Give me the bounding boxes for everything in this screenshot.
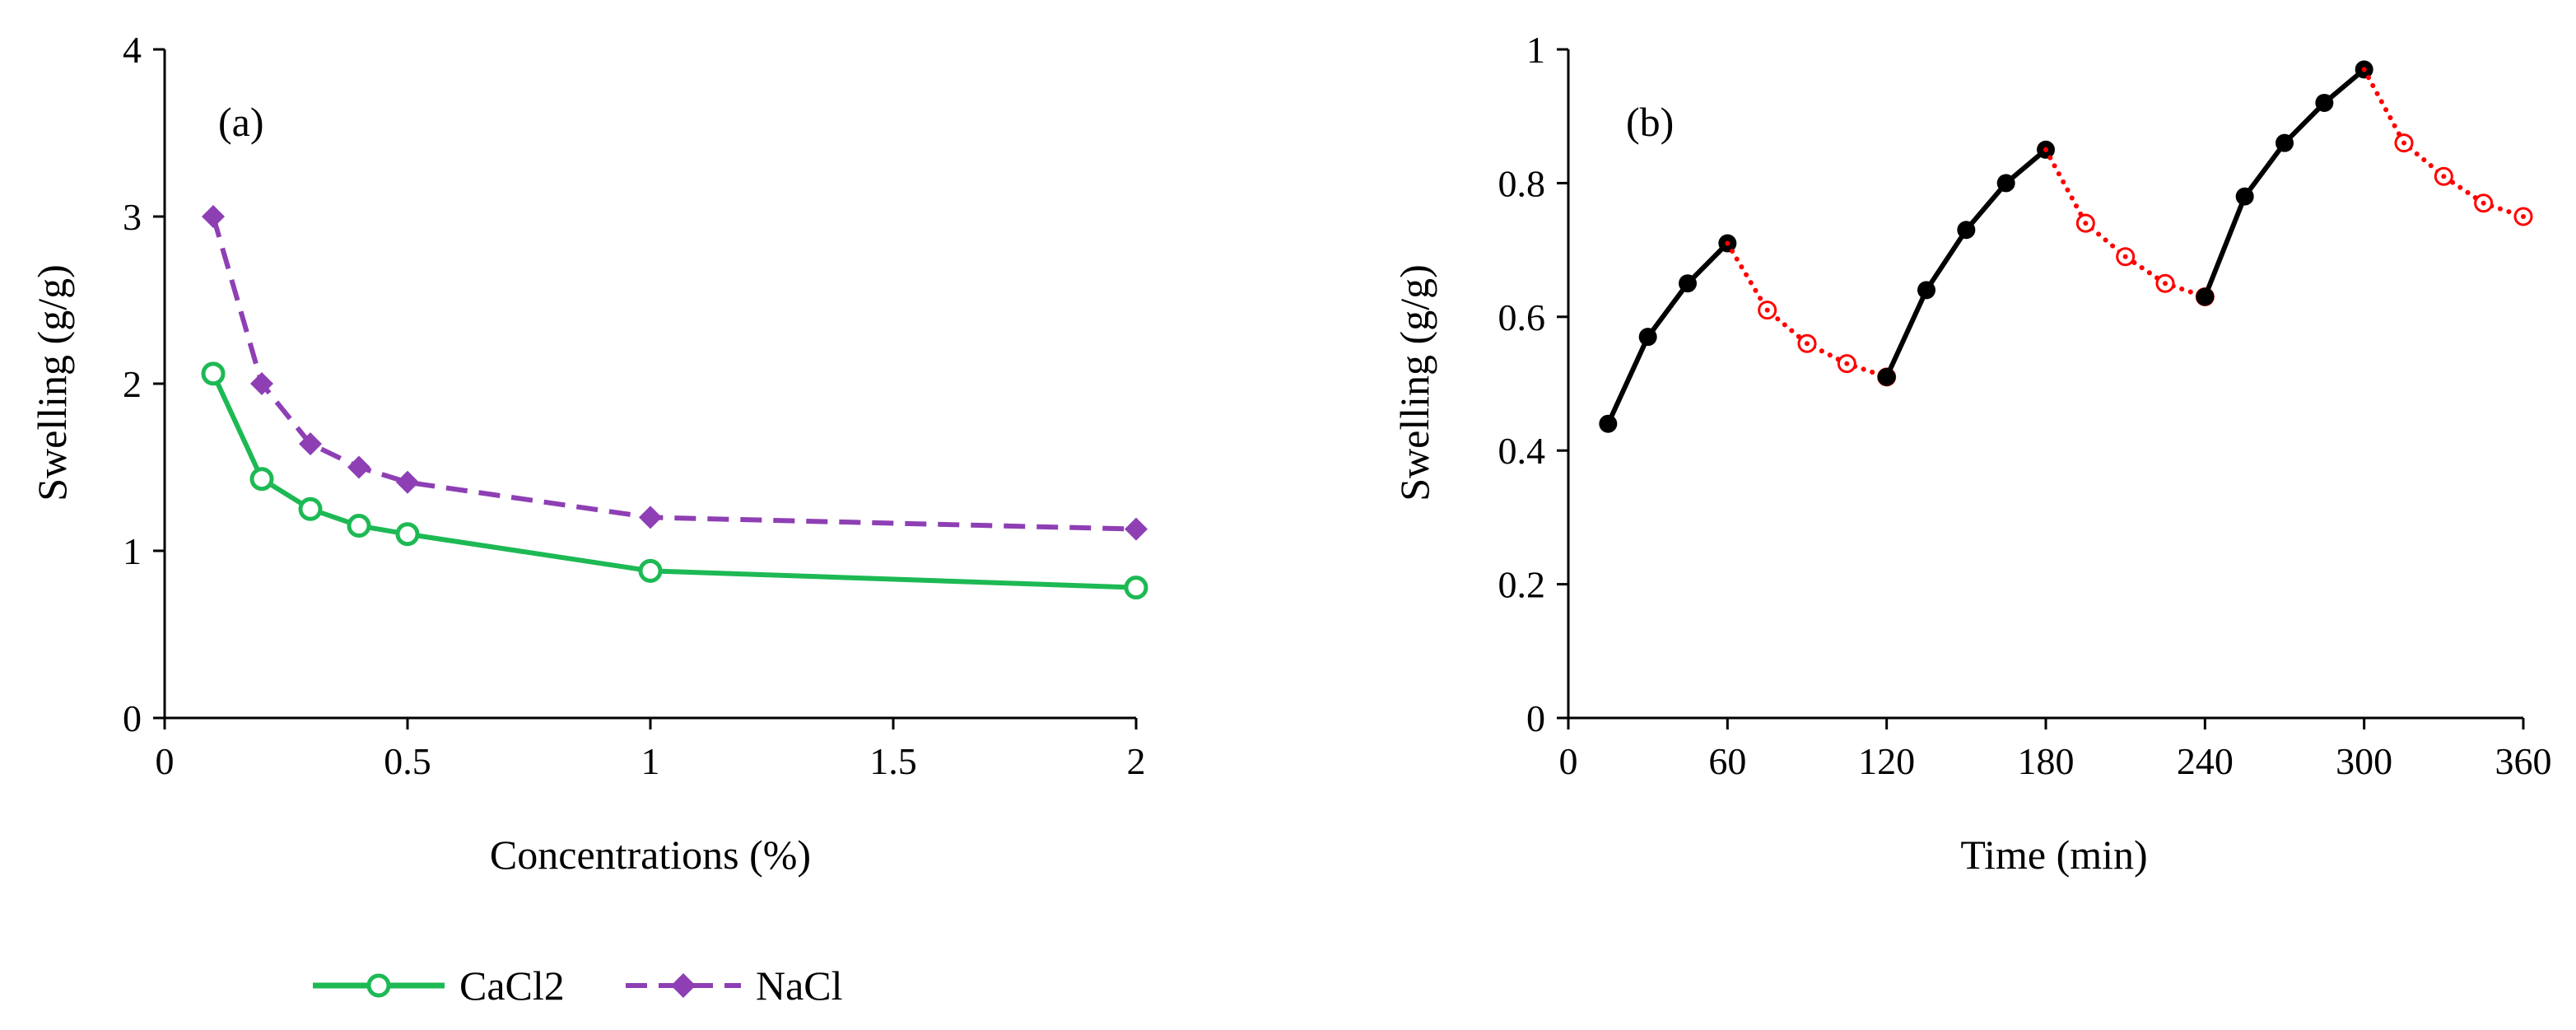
panel-a-y-tick-label: 1 — [123, 530, 142, 572]
panel-a-x-tick-label: 0 — [156, 740, 175, 782]
panel-b-y-tick-label: 0 — [1526, 697, 1545, 739]
legend-item-cacl2: CaCl2 — [313, 962, 565, 1009]
panel-b-point-deswelling-3-center — [2401, 140, 2406, 146]
panel-b-point-swelling-3 — [2196, 287, 2215, 306]
panel-a-point-cacl2 — [395, 522, 420, 547]
panel-a-y-tick-label: 4 — [123, 29, 142, 71]
chart-panel-a: (a) Concentrations (%) Swelling (g/g) 0 1… — [29, 29, 1148, 878]
panel-b-x-tick-label: 300 — [2336, 740, 2392, 782]
panel-b-point-swelling-2 — [1877, 367, 1896, 386]
panel-b-x-tick-label: 180 — [2018, 740, 2075, 782]
legend-item-nacl: NaCl — [626, 962, 843, 1009]
panel-a-point-cacl2 — [298, 496, 323, 521]
panel-b-x-axis-title: Time (min) — [1960, 832, 2147, 878]
panel-b-point-swelling-3 — [2315, 93, 2334, 112]
panel-b-series-line-deswelling-3 — [2361, 67, 2526, 219]
chart-panel-b: (b) Time (min) Swelling (g/g) 0 0.2 0.4 0.6… — [1391, 29, 2552, 878]
panel-b-point-deswelling-3-center — [2521, 214, 2526, 219]
panel-b-plot-area: 0 0.2 0.4 0.6 0.8 1 0 60 120 180 240 300 360 — [1498, 29, 2552, 782]
panel-b-series-line-deswelling-2 — [2043, 147, 2208, 300]
panel-b-point-deswelling-3-center — [2441, 174, 2447, 179]
panel-a-point-nacl — [202, 205, 225, 228]
panel-a-point-nacl — [299, 432, 322, 456]
panel-a-point-nacl — [396, 470, 419, 494]
panel-a-point-nacl — [639, 506, 662, 529]
panel-b-point-swelling-2 — [1996, 174, 2015, 193]
panel-a-y-tick-label: 3 — [123, 196, 142, 238]
legend: CaCl2 NaCl — [313, 962, 843, 1009]
panel-a-series-line-cacl2 — [211, 371, 1139, 590]
panel-b-y-tick-label: 0.2 — [1498, 564, 1546, 606]
panel-a-y-tick-label: 0 — [123, 697, 142, 739]
legend-cacl2-marker — [366, 973, 391, 998]
panel-b-point-swelling-1 — [1679, 274, 1697, 293]
panel-a-point-nacl — [1125, 517, 1148, 541]
legend-nacl-marker — [671, 973, 696, 998]
panel-b-y-tick-label: 0.6 — [1498, 296, 1546, 338]
panel-a-y-axis-title: Swelling (g/g) — [29, 264, 75, 501]
panel-a-label: (a) — [218, 99, 264, 145]
panel-b-y-axis-title: Swelling (g/g) — [1391, 264, 1437, 501]
panel-a-x-tick-label: 1 — [641, 740, 660, 782]
panel-b-x-tick-label: 60 — [1708, 740, 1746, 782]
panel-b-x-tick-label: 360 — [2495, 740, 2552, 782]
panel-b-series-line-deswelling-1 — [1725, 240, 1889, 380]
panel-b-point-deswelling-2-center — [2122, 254, 2128, 259]
panel-b-point-deswelling-2-center — [2163, 281, 2168, 287]
panel-b-y-tick-label: 0.4 — [1498, 430, 1546, 472]
panel-b-label: (b) — [1626, 99, 1674, 145]
panel-a-x-tick-label: 2 — [1127, 740, 1146, 782]
panel-a-plot-area: 0 1 2 3 4 0 0.5 1 1.5 2 — [123, 29, 1148, 782]
legend-nacl-label: NaCl — [756, 962, 843, 1009]
panel-b-series-line-swelling-3 — [2202, 67, 2367, 300]
panel-b-point-deswelling-1-center — [1764, 307, 1770, 313]
panel-b-point-swelling-1 — [1599, 414, 1618, 433]
legend-cacl2-label: CaCl2 — [459, 962, 565, 1009]
panel-b-x-tick-label: 240 — [2177, 740, 2234, 782]
panel-a-point-cacl2 — [201, 361, 226, 386]
panel-a-point-cacl2 — [638, 558, 663, 583]
panel-b-point-deswelling-1-center — [1805, 341, 1810, 347]
panel-b-point-deswelling-3-center — [2481, 200, 2486, 206]
panel-a-point-nacl — [250, 372, 273, 395]
panel-a-x-tick-label: 0.5 — [384, 740, 431, 782]
panel-b-point-swelling-3 — [2276, 133, 2294, 152]
panel-a-point-nacl — [347, 455, 370, 479]
panel-a-series-line-nacl — [211, 216, 1137, 532]
panel-b-x-tick-label: 120 — [1858, 740, 1915, 782]
panel-a-x-axis-title: Concentrations (%) — [490, 832, 811, 878]
panel-b-point-deswelling-1-center — [1844, 361, 1850, 366]
panel-a-point-cacl2 — [347, 514, 371, 538]
panel-b-point-swelling-2 — [1957, 221, 1976, 240]
panel-b-point-deswelling-2-center — [2083, 221, 2089, 226]
panel-a-y-tick-label: 2 — [123, 363, 142, 405]
panel-a-point-cacl2 — [1124, 576, 1148, 600]
panel-b-point-swelling-1 — [1638, 328, 1657, 347]
panel-b-y-tick-label: 0.8 — [1498, 162, 1546, 204]
panel-b-x-tick-label: 0 — [1559, 740, 1578, 782]
panel-b-point-swelling-2 — [1917, 281, 1935, 300]
panel-b-series-line-swelling-1 — [1605, 240, 1731, 426]
panel-b-point-swelling-3 — [2235, 187, 2254, 206]
panel-a-point-cacl2 — [249, 467, 274, 492]
panel-b-series-line-swelling-2 — [1884, 147, 2048, 380]
panel-b-y-tick-label: 1 — [1526, 29, 1545, 71]
panel-a-x-tick-label: 1.5 — [869, 740, 917, 782]
